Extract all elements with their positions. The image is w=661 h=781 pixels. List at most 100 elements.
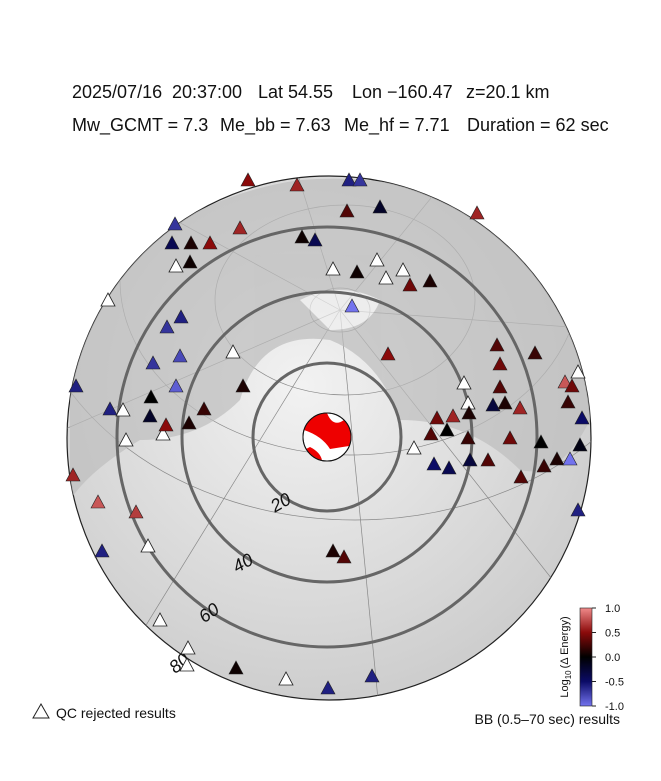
station: [502, 430, 518, 445]
rejected-station: [168, 258, 184, 273]
station: [94, 543, 110, 558]
legend-rejected: QC rejected results: [56, 705, 176, 721]
station: [325, 543, 341, 558]
station: [202, 235, 218, 250]
station: [235, 378, 251, 393]
station: [533, 434, 549, 449]
colorbar-tick-label: 0.0: [605, 652, 620, 664]
station: [492, 379, 508, 394]
station: [462, 452, 478, 467]
colorbar: [579, 607, 593, 707]
rejected-station: [325, 261, 341, 276]
rejected-station: [152, 612, 168, 627]
station: [164, 235, 180, 250]
me-bb: Me_bb = 7.63: [220, 115, 331, 136]
rejected-station: [570, 364, 586, 379]
station: [159, 319, 175, 334]
station: [461, 405, 477, 420]
station: [469, 205, 485, 220]
rejected-station: [456, 375, 472, 390]
station: [527, 345, 543, 360]
station: [564, 378, 580, 393]
station: [441, 460, 457, 475]
distance-rings: [67, 176, 591, 700]
station: [426, 456, 442, 471]
station: [429, 410, 445, 425]
station: [423, 426, 439, 441]
colorbar-tick-label: 1.0: [605, 603, 620, 615]
legend-bb: BB (0.5–70 sec) results: [474, 711, 620, 727]
station: [380, 346, 396, 361]
colorbar-label-base: Log: [559, 679, 571, 697]
station: [68, 378, 84, 393]
station: [181, 415, 197, 430]
mw: Mw_GCMT = 7.3: [72, 115, 208, 136]
station: [536, 458, 552, 473]
station: [145, 355, 161, 370]
station: [445, 408, 461, 423]
station: [143, 389, 159, 404]
rejected-station: [118, 432, 134, 447]
station: [364, 668, 380, 683]
station: [460, 430, 476, 445]
station: [142, 408, 158, 423]
station: [232, 220, 248, 235]
station: [173, 309, 189, 324]
station: [422, 273, 438, 288]
station: [492, 356, 508, 371]
date: 2025/07/16: [72, 82, 162, 102]
station: [489, 337, 505, 352]
time: 20:37:00: [172, 82, 242, 102]
colorbar-label-sub: 10: [564, 670, 573, 679]
rejected-stations: [100, 252, 586, 686]
station: [336, 549, 352, 564]
lat: Lat 54.55: [258, 82, 333, 102]
colorbar-label-rest: (Δ Energy): [559, 616, 571, 668]
station: [402, 277, 418, 292]
rejected-station: [140, 538, 156, 553]
rejected-station: [395, 262, 411, 277]
rejected-station: [369, 252, 385, 267]
station: [294, 229, 310, 244]
station: [513, 469, 529, 484]
rejected-station: [278, 671, 294, 686]
station: [65, 467, 81, 482]
station: [158, 417, 174, 432]
station: [102, 401, 118, 416]
station: [574, 410, 590, 425]
station: [339, 203, 355, 218]
rejected-station: [100, 292, 116, 307]
rejected-station: [155, 426, 171, 441]
station: [557, 374, 573, 389]
station: [570, 502, 586, 517]
station: [439, 422, 455, 437]
station: [372, 199, 388, 214]
station: [349, 264, 365, 279]
depth: z=20.1 km: [466, 82, 550, 102]
rejected-station: [180, 640, 196, 655]
colorbar-tick-label: -1.0: [605, 701, 624, 713]
rejected-station: [179, 657, 195, 672]
station: [172, 348, 188, 363]
station: [196, 401, 212, 416]
beachball: [302, 412, 352, 462]
station: [572, 437, 588, 452]
station: [307, 232, 323, 247]
station: [320, 680, 336, 695]
station: [289, 177, 305, 192]
colorbar-tick-label: 0.5: [605, 628, 620, 640]
station: [344, 298, 360, 313]
colorbar-label: Log10 (Δ Energy): [559, 616, 573, 697]
land: [70, 178, 590, 501]
station: [549, 451, 565, 466]
station: [90, 494, 106, 509]
stations: [65, 172, 590, 695]
station: [352, 172, 368, 187]
colorbar-tick-label: -0.5: [605, 677, 624, 689]
rejected-station: [406, 440, 422, 455]
station: [485, 397, 501, 412]
colorbar-ticks: 1.0 0.5 0.0 -0.5 -1.0: [592, 603, 624, 713]
rejected-station: [225, 344, 241, 359]
station: [512, 400, 528, 415]
